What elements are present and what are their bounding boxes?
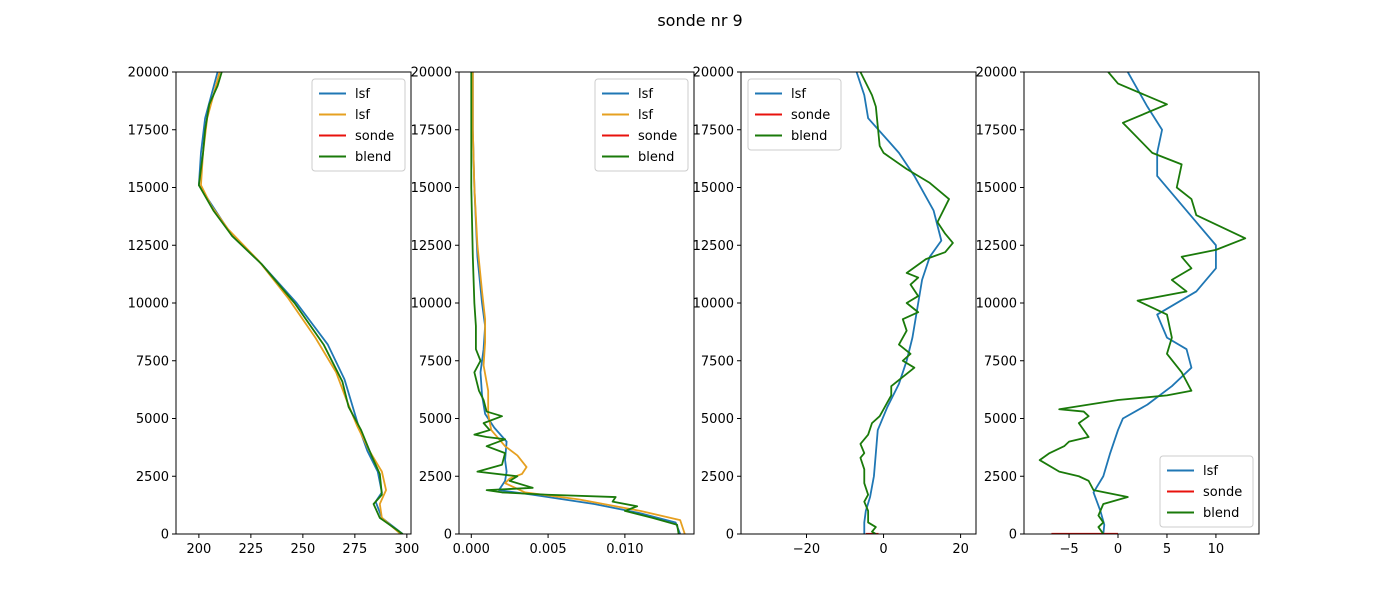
y-tick-label: 20000 bbox=[693, 66, 734, 81]
panel-humidity: 0 2500 5000 7500 10000 12500 15000 17500 20000 0.… bbox=[411, 66, 695, 557]
legend-label-sonde: sonde bbox=[638, 129, 677, 144]
panel-u-wind: 0 2500 5000 7500 10000 12500 15000 17500 20000 −2… bbox=[693, 66, 977, 557]
x-tick-label: 300 bbox=[394, 542, 419, 557]
y-tick-label: 15000 bbox=[128, 181, 169, 196]
legend-box bbox=[311, 78, 406, 172]
legend-label-lsf: lsf bbox=[791, 87, 806, 102]
x-tick-label: 225 bbox=[238, 542, 263, 557]
x-tick-label: 20 bbox=[952, 542, 969, 557]
x-tick-label: 250 bbox=[290, 542, 315, 557]
legend-label-lsf: lsf bbox=[355, 108, 370, 123]
panel-v-wind: 0 2500 5000 7500 10000 12500 15000 17500 20000 −5… bbox=[976, 66, 1260, 557]
series-line-lsf-0 bbox=[855, 72, 943, 534]
x-tick-label: −5 bbox=[1059, 542, 1078, 557]
y-tick-label: 7500 bbox=[701, 354, 734, 369]
legend: lsf lsf sonde blend bbox=[311, 78, 406, 172]
x-tick-label: 200 bbox=[186, 542, 211, 557]
x-tick-label: 10 bbox=[1208, 542, 1225, 557]
y-tick-label: 15000 bbox=[411, 181, 452, 196]
series-line-blend-3 bbox=[197, 72, 404, 534]
y-tick-label: 17500 bbox=[976, 123, 1017, 138]
y-tick-label: 17500 bbox=[128, 123, 169, 138]
y-tick-label: 12500 bbox=[976, 239, 1017, 254]
x-tick-label: 275 bbox=[342, 542, 367, 557]
x-tick-label: 0 bbox=[879, 542, 887, 557]
y-tick-label: 0 bbox=[444, 528, 452, 543]
y-tick-label: 17500 bbox=[693, 123, 734, 138]
y-tick-label: 15000 bbox=[693, 181, 734, 196]
series-line-blend-2 bbox=[859, 72, 954, 534]
legend-label-blend: blend bbox=[791, 129, 827, 144]
panel-temperature: 0 2500 5000 7500 10000 12500 15000 17500 20000 20… bbox=[128, 66, 420, 558]
y-tick-label: 10000 bbox=[128, 297, 169, 312]
legend: lsf lsf sonde blend bbox=[594, 78, 689, 172]
legend-label-sonde: sonde bbox=[791, 108, 830, 123]
y-tick-label: 12500 bbox=[128, 239, 169, 254]
y-tick-label: 2500 bbox=[419, 470, 452, 485]
y-tick-label: 10000 bbox=[411, 297, 452, 312]
series-line-blend-2 bbox=[1038, 72, 1247, 534]
x-tick-label: 5 bbox=[1163, 542, 1171, 557]
y-tick-label: 0 bbox=[1009, 528, 1017, 543]
series-group bbox=[197, 72, 404, 534]
y-tick-label: 2500 bbox=[136, 470, 169, 485]
y-tick-label: 20000 bbox=[976, 66, 1017, 81]
y-tick-label: 0 bbox=[726, 528, 734, 543]
legend-label-lsf: lsf bbox=[638, 87, 653, 102]
y-tick-label: 17500 bbox=[411, 123, 452, 138]
legend-label-lsf: lsf bbox=[1203, 464, 1218, 479]
y-tick-label: 12500 bbox=[411, 239, 452, 254]
x-tick-label: 0.005 bbox=[529, 542, 566, 557]
legend-label-lsf: lsf bbox=[355, 87, 370, 102]
x-tick-label: 0.000 bbox=[453, 542, 490, 557]
y-tick-label: 5000 bbox=[701, 412, 734, 427]
legend-label-blend: blend bbox=[638, 150, 674, 165]
legend: lsf sonde blend bbox=[1159, 455, 1254, 528]
y-tick-label: 5000 bbox=[984, 412, 1017, 427]
legend-label-sonde: sonde bbox=[355, 129, 394, 144]
legend-label-sonde: sonde bbox=[1203, 485, 1242, 500]
legend-label-lsf: lsf bbox=[638, 108, 653, 123]
y-tick-label: 10000 bbox=[693, 297, 734, 312]
legend: lsf sonde blend bbox=[747, 78, 842, 151]
y-tick-label: 10000 bbox=[976, 297, 1017, 312]
series-line-lsf-0 bbox=[1092, 72, 1217, 534]
series-line-lsf-0 bbox=[471, 72, 682, 534]
y-tick-label: 20000 bbox=[128, 66, 169, 81]
y-tick-label: 20000 bbox=[411, 66, 452, 81]
legend-label-blend: blend bbox=[355, 150, 391, 165]
x-tick-label: 0 bbox=[1114, 542, 1122, 557]
x-tick-label: 0.010 bbox=[606, 542, 643, 557]
y-tick-label: 15000 bbox=[976, 181, 1017, 196]
y-tick-label: 2500 bbox=[984, 470, 1017, 485]
series-group bbox=[1038, 72, 1247, 534]
y-tick-label: 5000 bbox=[136, 412, 169, 427]
legend-box bbox=[1159, 455, 1254, 528]
y-tick-label: 7500 bbox=[136, 354, 169, 369]
y-tick-label: 0 bbox=[161, 528, 169, 543]
legend-label-blend: blend bbox=[1203, 506, 1239, 521]
series-group bbox=[855, 72, 954, 534]
y-tick-label: 7500 bbox=[419, 354, 452, 369]
series-group bbox=[470, 72, 686, 534]
x-tick-label: −20 bbox=[793, 542, 820, 557]
series-line-blend-3 bbox=[470, 72, 680, 534]
legend-box bbox=[747, 78, 842, 151]
legend-box bbox=[594, 78, 689, 172]
figure-suptitle: sonde nr 9 bbox=[657, 11, 742, 30]
y-tick-label: 2500 bbox=[701, 470, 734, 485]
y-tick-label: 12500 bbox=[693, 239, 734, 254]
y-tick-label: 5000 bbox=[419, 412, 452, 427]
y-tick-label: 7500 bbox=[984, 354, 1017, 369]
